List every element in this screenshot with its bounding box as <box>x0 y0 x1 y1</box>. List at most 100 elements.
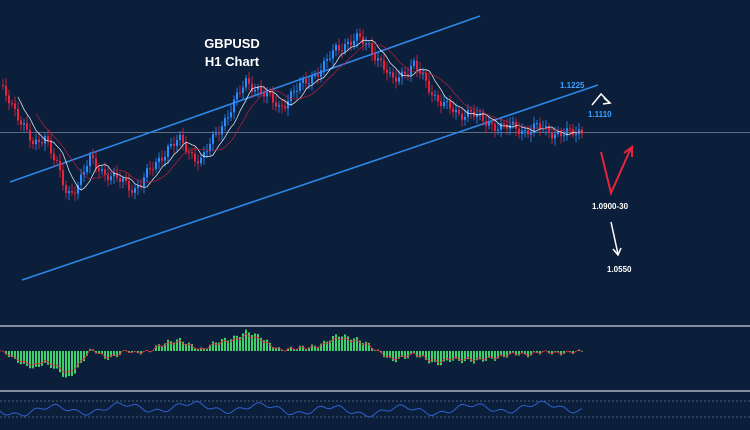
candle-body <box>218 133 220 135</box>
candle-body <box>563 135 565 137</box>
candle-body <box>59 160 61 171</box>
candle-body <box>242 87 244 93</box>
macd-bar <box>83 351 85 362</box>
macd-bar <box>359 340 361 351</box>
macd-bar <box>56 351 58 369</box>
macd-bar <box>389 351 391 358</box>
candle-body <box>212 133 214 144</box>
candle-body <box>461 113 463 120</box>
macd-histogram <box>2 329 583 378</box>
candle-body <box>56 160 58 162</box>
macd-bar <box>473 351 475 364</box>
candle-body <box>557 131 559 135</box>
candle-body <box>452 108 454 113</box>
projection-arrow-white-up <box>591 92 612 106</box>
candle-body <box>437 94 439 102</box>
macd-bar <box>329 340 331 351</box>
candle-body <box>260 87 262 93</box>
macd-bar <box>485 351 487 361</box>
candle-body <box>554 134 556 139</box>
candle-body <box>188 151 190 153</box>
candle-body <box>122 178 124 182</box>
macd-bar <box>539 351 541 355</box>
macd-bar <box>248 332 250 351</box>
macd-bar <box>98 351 100 354</box>
candle-body <box>5 85 7 96</box>
macd-bar <box>218 342 220 351</box>
candle-body <box>17 108 19 121</box>
macd-bar <box>80 351 82 363</box>
macd-bar <box>227 340 229 351</box>
candle-body <box>89 154 91 167</box>
candle-body <box>125 178 127 181</box>
macd-bar <box>170 341 172 351</box>
macd-bar <box>185 343 187 351</box>
macd-bar <box>269 342 271 351</box>
candle-body <box>317 74 319 77</box>
candle-body <box>11 103 13 105</box>
candle-body <box>110 176 112 181</box>
macd-bar <box>71 351 73 376</box>
candle-body <box>194 153 196 162</box>
candle-body <box>134 188 136 193</box>
projection-arrow-red <box>600 145 633 197</box>
candle-body <box>296 90 298 92</box>
macd-bar <box>17 351 19 363</box>
candle-body <box>302 78 304 83</box>
candle-body <box>161 157 163 161</box>
macd-bar <box>182 341 184 351</box>
macd-bar <box>53 351 55 369</box>
macd-bar <box>215 342 217 351</box>
channel-upper-line <box>9 15 481 183</box>
macd-bar <box>308 347 310 351</box>
macd-bar <box>299 345 301 351</box>
candle-body <box>191 152 193 154</box>
macd-bar <box>365 341 367 351</box>
macd-bar <box>404 351 406 359</box>
level-label-low2: 1.0550 <box>607 265 632 274</box>
candle-body <box>32 140 34 145</box>
macd-bar <box>425 351 427 360</box>
macd-bar <box>110 351 112 358</box>
candle-body <box>263 92 265 97</box>
candle-body <box>407 74 409 76</box>
macd-bar <box>419 351 421 358</box>
macd-bar <box>197 348 199 351</box>
candle-body <box>503 123 505 125</box>
macd-bar <box>191 344 193 351</box>
candle-body <box>419 69 421 74</box>
candle-body <box>116 172 118 179</box>
candle-body <box>74 192 76 194</box>
candle-body <box>80 174 82 185</box>
candle-body <box>332 50 334 59</box>
macd-bar <box>104 351 106 359</box>
candle-body <box>95 158 97 169</box>
candle-body <box>410 65 412 75</box>
candle-body <box>50 141 52 154</box>
candle-body <box>47 136 49 142</box>
candle-body <box>119 178 121 182</box>
candle-body <box>209 143 211 152</box>
macd-bar <box>161 345 163 351</box>
macd-bar <box>455 351 457 359</box>
macd-bar <box>482 351 484 362</box>
candle-body <box>53 153 55 161</box>
candle-body <box>500 123 502 130</box>
macd-bar <box>422 351 424 357</box>
candle-body <box>575 133 577 136</box>
candle-body <box>380 58 382 61</box>
macd-bar <box>290 346 292 351</box>
candle-body <box>287 101 289 109</box>
macd-bar <box>479 351 481 360</box>
macd-bar <box>386 351 388 358</box>
channel-lower-line <box>21 84 599 281</box>
candle-body <box>281 105 283 107</box>
candle-body <box>359 33 361 37</box>
candle-body <box>305 78 307 84</box>
macd-bar <box>341 336 343 351</box>
macd-bar <box>14 351 16 359</box>
candle-body <box>464 116 466 120</box>
candle-body <box>149 168 151 170</box>
